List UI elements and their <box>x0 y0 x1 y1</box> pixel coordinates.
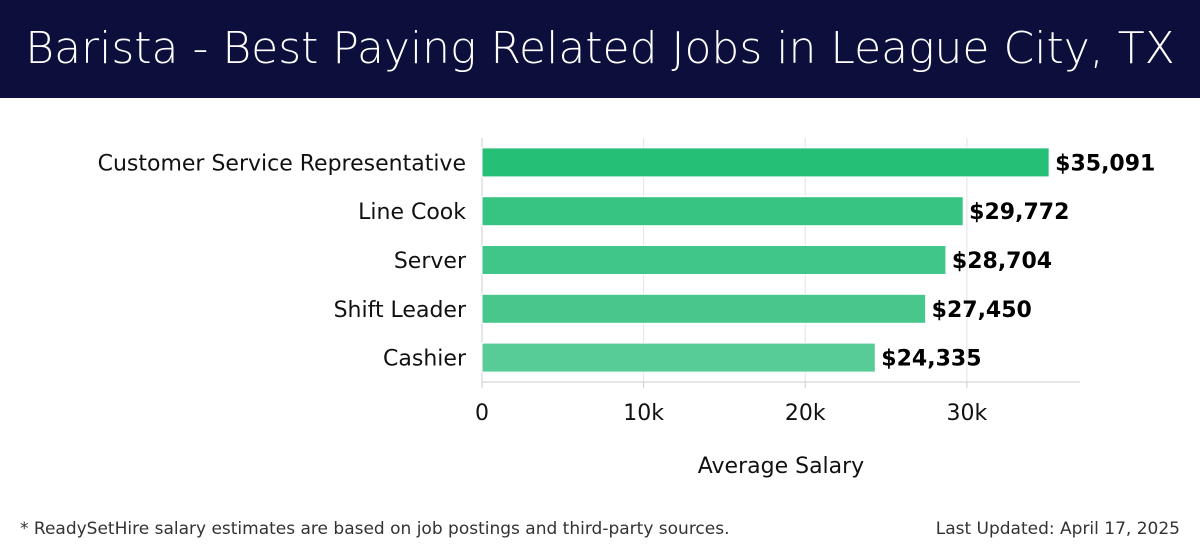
category-labels: Customer Service Representative Line Cook… <box>98 151 467 371</box>
bar <box>481 245 947 275</box>
value-label: $35,091 <box>1055 151 1155 176</box>
category-label: Server <box>394 249 467 274</box>
value-label: $28,704 <box>952 249 1052 274</box>
value-label: $27,450 <box>932 298 1032 323</box>
x-tick-label: 20k <box>785 401 826 426</box>
bar <box>481 196 964 227</box>
footer-note: * ReadySetHire salary estimates are base… <box>20 519 730 539</box>
x-tick-label: 10k <box>623 401 664 426</box>
page-title: Barista - Best Paying Related Jobs in Le… <box>25 23 1175 74</box>
category-label: Cashier <box>383 347 467 372</box>
category-label: Shift Leader <box>334 298 467 323</box>
salary-bar-chart: Customer Service Representative Line Cook… <box>98 138 1155 479</box>
x-axis-label: Average Salary <box>698 454 864 479</box>
bars <box>481 147 1050 373</box>
x-axis-ticks: 0 10k 20k 30k <box>475 382 987 426</box>
category-label: Customer Service Representative <box>98 151 466 176</box>
x-tick-label: 30k <box>946 401 987 426</box>
category-label: Line Cook <box>358 200 466 225</box>
header-banner: Barista - Best Paying Related Jobs in Le… <box>0 0 1200 98</box>
value-label: $29,772 <box>969 200 1069 225</box>
value-label: $24,335 <box>881 347 981 372</box>
x-tick-label: 0 <box>475 401 489 426</box>
bar <box>481 342 876 373</box>
bar <box>481 293 927 324</box>
last-updated: Last Updated: April 17, 2025 <box>935 519 1180 539</box>
value-labels: $35,091 $29,772 $28,704 $27,450 $24,335 <box>881 151 1155 371</box>
bar <box>481 147 1050 178</box>
